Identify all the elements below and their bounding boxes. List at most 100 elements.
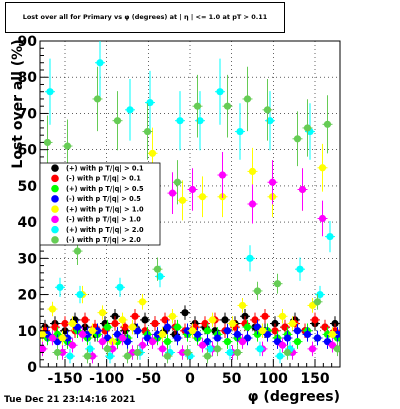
point-marker xyxy=(206,345,214,353)
point-marker xyxy=(308,345,317,353)
data-point xyxy=(252,319,263,335)
x-tick-label: -150 xyxy=(47,371,82,387)
data-point xyxy=(235,103,245,160)
data-point xyxy=(277,338,288,353)
point-marker xyxy=(203,352,212,360)
point-marker xyxy=(113,117,122,125)
data-point xyxy=(130,309,140,324)
point-marker xyxy=(258,327,267,335)
x-tick-label: 150 xyxy=(300,371,329,387)
point-marker xyxy=(113,330,122,338)
y-tick-label: 0 xyxy=(27,360,37,376)
legend-marker xyxy=(51,164,59,172)
data-point xyxy=(202,348,213,364)
point-marker xyxy=(163,352,172,360)
point-marker xyxy=(296,265,304,273)
data-point xyxy=(115,277,125,297)
point-marker xyxy=(193,330,202,338)
y-tick-label: 30 xyxy=(18,251,38,267)
point-marker xyxy=(111,319,119,328)
point-marker xyxy=(173,334,182,342)
point-marker xyxy=(163,338,172,346)
legend-marker xyxy=(51,215,59,224)
point-marker xyxy=(283,348,292,357)
point-marker xyxy=(293,327,302,335)
x-tick-label: -100 xyxy=(89,371,124,387)
point-marker xyxy=(203,327,212,335)
data-point xyxy=(192,327,203,342)
point-marker xyxy=(218,171,227,179)
legend: (+) with p T/|q| > 0.1 (-) with p T/|q| >… xyxy=(39,162,161,246)
data-point xyxy=(77,327,88,342)
legend-entry: (-) with p T/|q| > 2.0 xyxy=(66,236,141,245)
data-point xyxy=(275,348,285,364)
data-point xyxy=(142,330,153,346)
point-marker xyxy=(278,312,287,320)
data-point xyxy=(112,91,123,151)
point-marker xyxy=(151,319,159,328)
data-point xyxy=(52,345,63,360)
legend-marker xyxy=(51,195,59,203)
y-tick-label: 10 xyxy=(18,324,38,340)
point-marker xyxy=(146,98,154,107)
point-marker xyxy=(221,316,229,324)
point-marker xyxy=(156,272,164,281)
data-point xyxy=(172,160,183,205)
point-marker xyxy=(261,312,269,320)
point-marker xyxy=(46,88,54,96)
point-marker xyxy=(53,338,62,346)
data-point xyxy=(280,319,290,335)
point-marker xyxy=(288,319,297,328)
data-point xyxy=(242,66,253,132)
point-marker xyxy=(98,309,107,317)
legend-entry: (+) with p T/|q| > 2.0 xyxy=(66,226,144,235)
data-point xyxy=(247,184,258,224)
point-marker xyxy=(116,283,124,291)
point-marker xyxy=(251,316,259,324)
y-tick-label: 20 xyxy=(18,288,38,304)
point-marker xyxy=(188,327,197,335)
point-marker xyxy=(76,290,84,299)
point-marker xyxy=(256,345,264,353)
data-point xyxy=(317,143,328,192)
point-marker xyxy=(51,323,59,331)
point-marker xyxy=(83,352,92,360)
point-marker xyxy=(138,341,147,349)
point-marker xyxy=(118,316,127,324)
data-point xyxy=(257,323,268,339)
point-marker xyxy=(161,316,169,324)
legend-marker xyxy=(51,184,59,193)
legend-entry: (-) with p T/|q| > 1.0 xyxy=(66,216,141,225)
point-marker xyxy=(73,247,82,255)
x-axis-label: φ (degrees) xyxy=(248,389,340,405)
data-point xyxy=(160,312,170,328)
point-marker xyxy=(181,309,189,317)
point-marker xyxy=(48,334,57,342)
data-point xyxy=(202,323,213,339)
data-point xyxy=(75,285,85,304)
point-marker xyxy=(243,334,252,342)
data-point xyxy=(295,257,305,281)
data-point xyxy=(262,327,273,342)
legend-entry: (-) with p T/|q| > 0.5 xyxy=(66,195,141,204)
point-marker xyxy=(328,330,337,338)
point-marker xyxy=(308,301,317,310)
data-point xyxy=(222,323,233,339)
data-point xyxy=(112,327,123,342)
data-point xyxy=(122,348,133,364)
data-point xyxy=(307,341,318,357)
point-marker xyxy=(216,88,224,96)
x-tick-label: 50 xyxy=(222,371,242,387)
y-tick-label: 60 xyxy=(18,143,38,159)
point-marker xyxy=(143,127,152,136)
point-marker xyxy=(228,319,237,328)
point-marker xyxy=(123,352,132,360)
y-tick-label: 90 xyxy=(18,34,38,50)
data-point xyxy=(87,323,98,339)
data-point xyxy=(125,78,135,141)
x-tick-label: 100 xyxy=(259,371,288,387)
data-point xyxy=(187,323,198,339)
point-marker xyxy=(198,193,207,201)
point-marker xyxy=(276,352,284,360)
